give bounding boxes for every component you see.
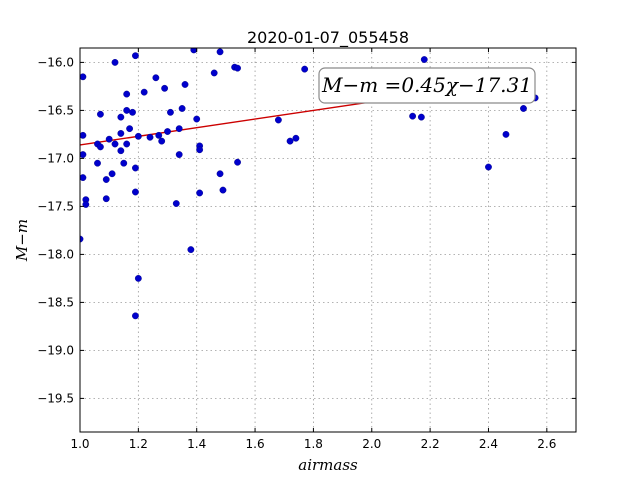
data-point <box>97 110 104 118</box>
axis-ticks <box>79 48 576 432</box>
data-point <box>502 130 510 138</box>
data-point <box>97 143 104 151</box>
data-point <box>80 131 87 139</box>
x-tick-label: 2.2 <box>421 437 440 451</box>
data-point <box>111 59 119 66</box>
y-tick-label: −16.0 <box>37 55 74 69</box>
data-point <box>196 146 204 154</box>
data-point <box>167 108 174 116</box>
data-point <box>134 274 142 282</box>
y-axis-label: M−m <box>13 219 31 262</box>
y-tick-label: −19.0 <box>37 343 74 357</box>
data-point <box>181 81 189 88</box>
data-point <box>485 163 492 171</box>
data-point <box>219 186 227 194</box>
data-point <box>146 133 154 141</box>
data-point <box>417 113 425 121</box>
y-tick-label: −18.5 <box>37 295 74 309</box>
data-point <box>210 69 218 77</box>
x-axis-label: airmass <box>298 456 358 474</box>
data-point <box>520 105 527 112</box>
data-point <box>175 125 183 133</box>
data-point <box>152 74 160 82</box>
annotation-box: M−m =0.45χ−17.31 <box>318 67 536 104</box>
data-point <box>234 64 241 72</box>
data-point <box>132 312 139 320</box>
x-tick-label: 2.6 <box>537 437 556 451</box>
data-point <box>409 112 417 120</box>
y-tick-label: −17.0 <box>37 151 74 165</box>
data-point <box>292 134 300 142</box>
data-point <box>123 90 131 98</box>
data-point <box>164 128 171 135</box>
data-point <box>123 107 131 114</box>
data-point <box>134 132 142 140</box>
data-point <box>102 195 110 203</box>
data-point <box>196 189 204 197</box>
data-point <box>117 130 125 137</box>
data-point <box>111 140 119 148</box>
data-point <box>105 135 113 143</box>
data-point <box>80 73 87 81</box>
fit-equation: M−m =0.45χ−17.31 <box>321 73 532 97</box>
x-tick-labels: 1.0 1.2 1.4 1.6 1.8 2.0 2.2 2.4 2.6 <box>70 437 556 451</box>
data-point <box>274 116 282 124</box>
data-point <box>234 158 241 166</box>
data-point <box>158 137 166 145</box>
plot-area <box>80 48 576 432</box>
data-point <box>120 159 128 167</box>
data-point <box>286 137 294 145</box>
data-point <box>132 52 139 60</box>
data-point <box>108 170 116 178</box>
data-point <box>161 84 169 92</box>
y-tick-labels: −16.0 −16.5 −17.0 −17.5 −18.0 −18.5 −19.0 −19.5 <box>37 55 74 405</box>
data-point <box>420 56 428 63</box>
data-point <box>102 176 110 183</box>
data-points <box>80 48 539 320</box>
data-point <box>216 170 224 178</box>
data-point <box>117 113 125 121</box>
fit-line <box>80 101 372 146</box>
y-tick-label: −17.5 <box>37 199 74 213</box>
data-point <box>193 115 201 123</box>
data-point <box>117 147 125 155</box>
chart-title: 2020-01-07_055458 <box>247 28 409 48</box>
data-point <box>123 140 131 148</box>
x-tick-label: 2.0 <box>362 437 381 451</box>
y-tick-label: −16.5 <box>37 103 74 117</box>
grid-lines <box>79 48 576 432</box>
data-point <box>132 164 139 172</box>
data-point <box>129 108 136 116</box>
data-point <box>301 65 309 73</box>
y-tick-label: −18.0 <box>37 247 74 261</box>
fit-line-group <box>80 101 372 146</box>
data-point <box>178 105 186 112</box>
data-point <box>80 151 87 158</box>
data-point <box>175 151 183 158</box>
x-tick-label: 2.4 <box>479 437 498 451</box>
y-tick-label: −19.5 <box>37 391 74 405</box>
x-tick-label: 1.2 <box>129 437 148 451</box>
data-point <box>187 246 195 254</box>
data-point <box>216 48 224 56</box>
data-point <box>80 174 87 181</box>
x-tick-label: 1.6 <box>246 437 265 451</box>
data-point <box>126 125 134 133</box>
data-point <box>172 200 180 207</box>
x-tick-label: 1.0 <box>70 437 89 451</box>
data-point <box>82 201 90 208</box>
data-point <box>94 159 101 167</box>
plot-frame <box>79 47 577 433</box>
x-tick-label: 1.4 <box>187 437 206 451</box>
data-point <box>140 88 148 96</box>
x-tick-label: 1.8 <box>304 437 323 451</box>
data-point <box>132 188 139 196</box>
data-point <box>155 131 163 139</box>
